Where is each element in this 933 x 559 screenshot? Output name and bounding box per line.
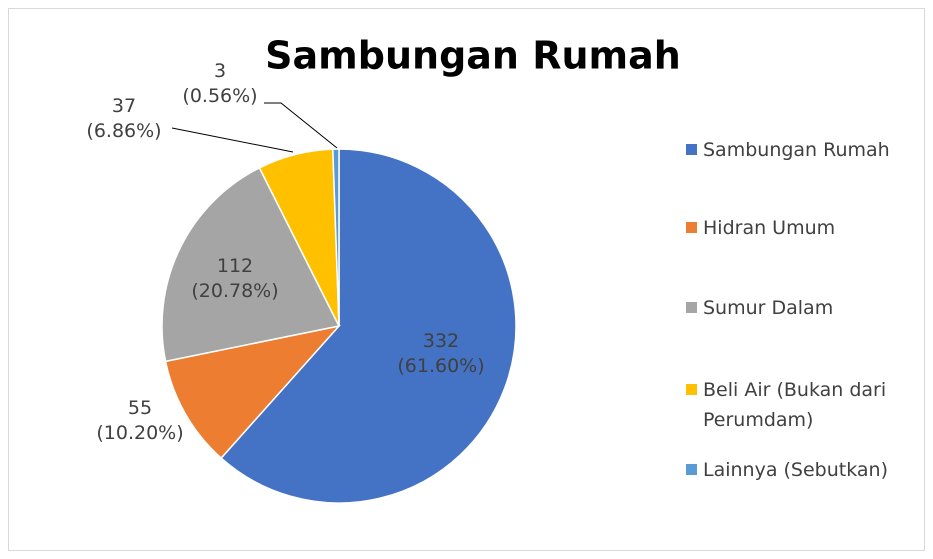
pie-slice [332, 148, 340, 327]
legend-swatch [686, 222, 697, 233]
legend-label: Beli Air (Bukan dari Perumdam) [703, 379, 887, 431]
legend-item: Beli Air (Bukan dari Perumdam) [686, 375, 921, 435]
data-label: 55 (10.20%) [96, 397, 183, 444]
legend-item: Sambungan Rumah [686, 135, 921, 165]
legend-label: Lainnya (Sebutkan) [703, 459, 888, 481]
legend-swatch [686, 144, 697, 155]
data-label: 112 (20.78%) [191, 255, 278, 302]
pie-slice [161, 166, 341, 363]
data-label: 3 (0.56%) [182, 60, 257, 107]
legend-swatch [686, 384, 697, 395]
legend-item: Hidran Umum [686, 213, 921, 243]
data-label: 332 (61.60%) [397, 330, 484, 377]
legend-label: Sambungan Rumah [703, 139, 890, 161]
chart-title: Sambungan Rumah [265, 34, 681, 78]
data-label: 37 (6.86%) [86, 95, 161, 142]
legend-label: Hidran Umum [703, 217, 836, 239]
legend-item: Lainnya (Sebutkan) [686, 455, 921, 485]
pie-slice [164, 324, 342, 460]
leader-line [171, 127, 294, 153]
leader-line [264, 102, 338, 149]
pie-slice [220, 148, 517, 504]
legend-swatch [686, 302, 697, 313]
legend-item: Sumur Dalam [686, 293, 921, 323]
legend-label: Sumur Dalam [703, 297, 834, 319]
legend-swatch [686, 464, 697, 475]
